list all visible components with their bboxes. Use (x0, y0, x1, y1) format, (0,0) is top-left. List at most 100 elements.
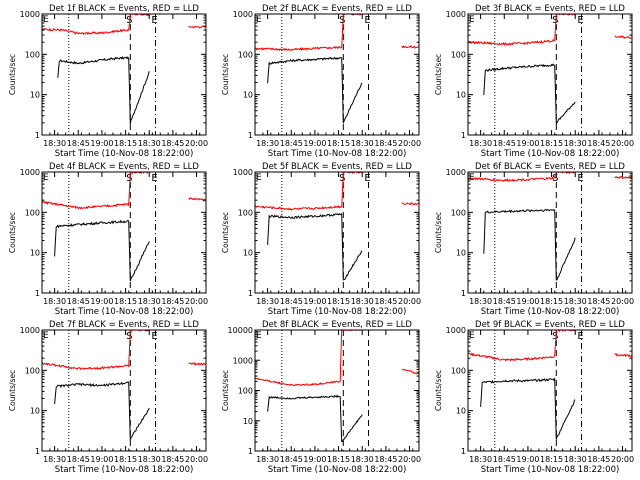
x-tick-label: 18:15 (540, 139, 563, 148)
y-tick-label: 100 (451, 208, 466, 217)
x-tick-label: 18:45 (67, 455, 90, 464)
marker-label: E (151, 15, 157, 26)
x-tick-label: 18:30 (138, 455, 161, 464)
x-tick-label: 18:15 (540, 455, 563, 464)
x-tick-label: 18:15 (114, 139, 137, 148)
y-axis-label: Counts/sec (434, 370, 443, 411)
x-tick-label: 18:30 (564, 455, 587, 464)
y-tick-label: 100 (238, 387, 253, 396)
x-tick-label: 18:45 (161, 455, 184, 464)
y-tick-label: 100 (25, 50, 40, 59)
marker-label: E (364, 173, 370, 184)
y-tick-label: 100 (25, 366, 40, 375)
x-tick-label: 18:15 (114, 455, 137, 464)
series-events-line (480, 376, 576, 440)
x-tick-label: 18:45 (493, 455, 516, 464)
y-tick-label: 1 (35, 131, 40, 140)
x-tick-label: 18:30 (256, 297, 279, 306)
plot-frame (254, 13, 420, 136)
y-axis-label: Counts/sec (8, 54, 17, 95)
x-tick-label: 20:00 (185, 139, 208, 148)
corner-label: E (469, 15, 475, 25)
x-tick-label: 18:45 (67, 139, 90, 148)
panel-title: Det 2f BLACK = Events, RED = LLD (262, 4, 412, 14)
y-tick-label: 1000 (20, 10, 40, 19)
y-tick-label: 1 (248, 131, 253, 140)
corner-label: E (256, 173, 262, 183)
y-tick-label: 1000 (446, 10, 466, 19)
series-lld-line (42, 172, 206, 210)
x-tick-label: 18:15 (327, 139, 350, 148)
x-tick-label: 20:00 (398, 455, 421, 464)
series-lld-line (468, 330, 632, 362)
panel-title: Det 7f BLACK = Events, RED = LLD (49, 320, 199, 330)
x-tick-label: 18:45 (374, 139, 397, 148)
y-tick-label: 10 (243, 249, 253, 258)
x-axis-label: Start Time (10-Nov-08 18:22:00) (268, 307, 407, 317)
y-axis-label: Counts/sec (221, 212, 230, 253)
y-tick-label: 1000 (446, 168, 466, 177)
y-tick-label: 1000 (20, 326, 40, 335)
plot-frame (254, 329, 420, 452)
y-tick-label: 1 (248, 447, 253, 456)
panel-title: Det 5f BLACK = Events, RED = LLD (262, 162, 412, 172)
x-axis-label: Start Time (10-Nov-08 18:22:00) (268, 149, 407, 159)
x-tick-label: 18:45 (587, 455, 610, 464)
y-axis-label: Counts/sec (434, 212, 443, 253)
x-tick-label: 20:00 (611, 139, 634, 148)
panel-title: Det 4f BLACK = Events, RED = LLD (49, 162, 199, 172)
corner-label: E (43, 173, 49, 183)
y-axis-label: Counts/sec (221, 54, 230, 95)
x-tick-label: 19:00 (90, 297, 113, 306)
marker-label: E (577, 15, 583, 26)
x-tick-label: 20:00 (611, 455, 634, 464)
series-events-line (483, 63, 576, 125)
y-tick-label: 10 (243, 417, 253, 426)
x-axis-label: Start Time (10-Nov-08 18:22:00) (481, 465, 620, 475)
x-tick-label: 18:30 (43, 455, 66, 464)
x-tick-label: 19:00 (303, 139, 326, 148)
series-events-line (267, 213, 363, 281)
y-axis-label: Counts/sec (8, 370, 17, 411)
y-tick-label: 1000 (233, 356, 253, 365)
y-tick-label: 10000 (228, 326, 253, 335)
series-lld-line (468, 14, 632, 47)
x-tick-label: 19:00 (516, 455, 539, 464)
plot-frame (41, 329, 207, 452)
x-tick-label: 20:00 (398, 139, 421, 148)
series-events-line (483, 208, 576, 281)
series-events-line (267, 56, 363, 124)
y-tick-label: 100 (25, 208, 40, 217)
x-tick-label: 18:30 (351, 139, 374, 148)
y-tick-label: 1 (35, 289, 40, 298)
corner-label: E (43, 15, 49, 25)
marker-label: E (577, 173, 583, 184)
marker-label: S (552, 173, 558, 184)
marker-label: E (577, 331, 583, 342)
series-lld-line (468, 172, 632, 182)
y-tick-label: 1000 (233, 10, 253, 19)
series-lld-line (42, 14, 206, 36)
y-tick-label: 1 (248, 289, 253, 298)
y-axis-label: Counts/sec (221, 370, 230, 411)
x-tick-label: 19:00 (516, 297, 539, 306)
plot-frame (467, 329, 633, 452)
x-tick-label: 18:45 (374, 297, 397, 306)
y-tick-label: 10 (456, 91, 466, 100)
panel-title: Det 9f BLACK = Events, RED = LLD (475, 320, 625, 330)
x-tick-label: 20:00 (185, 455, 208, 464)
y-tick-label: 1000 (20, 168, 40, 177)
x-tick-label: 20:00 (185, 297, 208, 306)
y-tick-label: 10 (30, 91, 40, 100)
y-axis-label: Counts/sec (8, 212, 17, 253)
plot-frame (467, 171, 633, 294)
y-tick-label: 100 (238, 50, 253, 59)
y-tick-label: 1 (461, 289, 466, 298)
x-tick-label: 18:30 (256, 455, 279, 464)
y-tick-label: 1 (35, 447, 40, 456)
